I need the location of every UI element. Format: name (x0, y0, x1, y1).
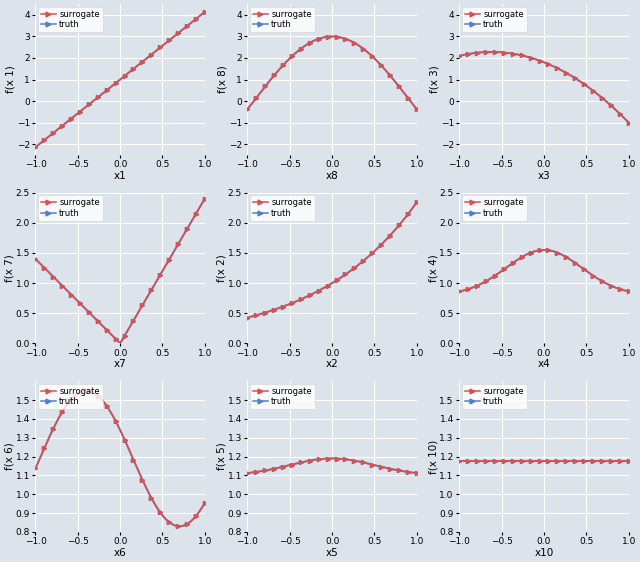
Legend: surrogate, truth: surrogate, truth (250, 195, 315, 221)
Y-axis label: f(x 1): f(x 1) (5, 66, 15, 93)
Y-axis label: f(x 2): f(x 2) (216, 254, 226, 282)
Legend: surrogate, truth: surrogate, truth (38, 7, 103, 32)
Legend: surrogate, truth: surrogate, truth (250, 384, 315, 409)
X-axis label: x10: x10 (534, 548, 554, 558)
Y-axis label: f(x 4): f(x 4) (428, 254, 438, 282)
X-axis label: x4: x4 (538, 359, 550, 369)
X-axis label: x1: x1 (114, 171, 127, 181)
Legend: surrogate, truth: surrogate, truth (38, 384, 103, 409)
Legend: surrogate, truth: surrogate, truth (462, 7, 527, 32)
X-axis label: x2: x2 (326, 359, 339, 369)
Legend: surrogate, truth: surrogate, truth (462, 384, 527, 409)
Y-axis label: f(x 7): f(x 7) (4, 254, 14, 282)
X-axis label: x6: x6 (114, 548, 127, 558)
Y-axis label: f(x 3): f(x 3) (429, 66, 439, 93)
Y-axis label: f(x 5): f(x 5) (216, 443, 226, 470)
Legend: surrogate, truth: surrogate, truth (462, 195, 527, 221)
Y-axis label: f(x 6): f(x 6) (4, 443, 14, 470)
X-axis label: x8: x8 (326, 171, 339, 181)
X-axis label: x3: x3 (538, 171, 550, 181)
X-axis label: x5: x5 (326, 548, 339, 558)
Y-axis label: f(x 8): f(x 8) (217, 66, 227, 93)
X-axis label: x7: x7 (114, 359, 127, 369)
Legend: surrogate, truth: surrogate, truth (250, 7, 315, 32)
Legend: surrogate, truth: surrogate, truth (38, 195, 103, 221)
Y-axis label: f(x 10): f(x 10) (428, 439, 438, 474)
